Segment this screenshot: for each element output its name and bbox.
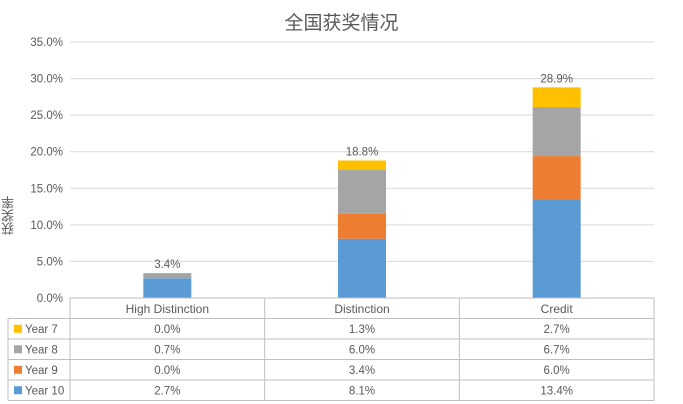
table-cell-value: 6.0% <box>349 344 375 356</box>
x-category-label: Distinction <box>334 302 389 316</box>
legend-swatch <box>14 365 22 374</box>
table-cell-value: 0.7% <box>154 344 180 356</box>
table-cell-value: 8.1% <box>349 385 375 397</box>
y-tick-label: 20.0% <box>30 147 63 159</box>
table-cell-value: 13.4% <box>540 385 573 397</box>
bar-segment <box>532 107 581 157</box>
legend-swatch <box>14 386 22 395</box>
table-cell-value: 1.3% <box>349 324 375 336</box>
legend-series-name: Year 8 <box>25 344 58 356</box>
bar-segment <box>532 156 581 200</box>
table-cell-value: 0.0% <box>154 365 180 377</box>
y-tick-label: 10.0% <box>30 220 63 232</box>
y-tick-label: 25.0% <box>30 110 63 122</box>
legend-swatch <box>14 324 22 333</box>
table-cell-value: 3.4% <box>349 365 375 377</box>
y-tick-label: 5.0% <box>37 256 63 268</box>
bar-segment <box>532 199 581 298</box>
x-category-label: Credit <box>541 302 574 316</box>
bar-segment <box>532 87 581 108</box>
bar-segment <box>338 238 386 298</box>
chart-title: 全国获奖情况 <box>284 12 399 34</box>
legend-series-name: Year 10 <box>25 385 64 397</box>
table-cell-value: 2.7% <box>154 385 180 397</box>
table-cell-value: 0.0% <box>154 324 180 336</box>
legend-series-name: Year 7 <box>25 324 58 336</box>
y-tick-label: 30.0% <box>30 74 63 86</box>
legend-series-name: Year 9 <box>25 365 58 377</box>
bar-segment <box>338 160 386 170</box>
total-label: 3.4% <box>154 259 180 271</box>
total-label: 28.9% <box>540 73 573 85</box>
bar-segment <box>338 170 386 214</box>
y-tick-label: 15.0% <box>30 183 63 195</box>
y-tick-label: 0.0% <box>37 293 63 305</box>
table-cell-value: 2.7% <box>544 324 570 336</box>
bar-segment <box>338 213 386 239</box>
table-cell-value: 6.7% <box>544 344 570 356</box>
bar-segment <box>143 273 192 279</box>
total-label: 18.8% <box>346 146 379 158</box>
legend-swatch <box>14 345 22 354</box>
bar-segment <box>143 278 192 298</box>
table-cell-value: 6.0% <box>544 365 570 377</box>
x-category-label: High Distinction <box>126 302 209 316</box>
y-tick-label: 35.0% <box>30 37 63 49</box>
